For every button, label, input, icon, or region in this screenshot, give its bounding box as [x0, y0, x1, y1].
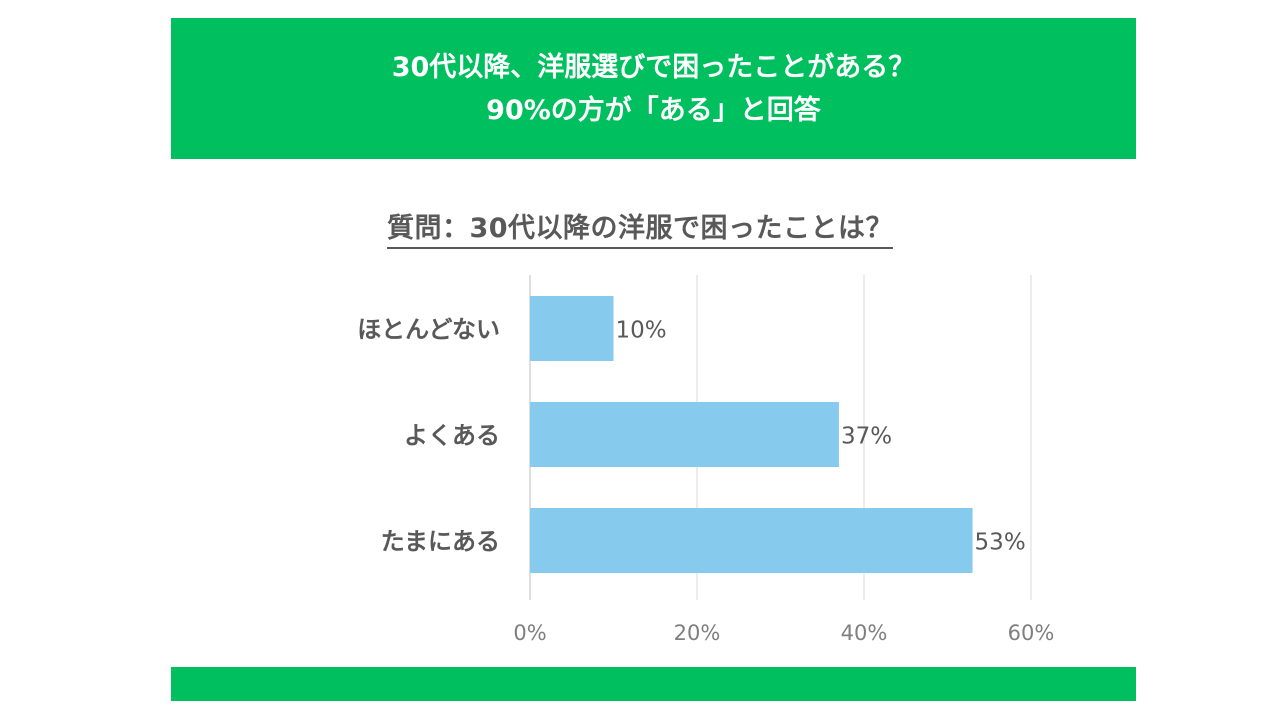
chart-title-wrap: 質問：30代以降の洋服で困ったことは？ — [0, 206, 1280, 249]
header-title-line2: 90%の方が「ある」と回答 — [486, 94, 821, 126]
value-label: 10% — [616, 318, 667, 344]
value-label: 37% — [841, 424, 892, 450]
category-label: よくある — [404, 422, 500, 450]
x-tick-label: 60% — [1008, 621, 1055, 645]
x-tick-label: 0% — [513, 621, 546, 645]
category-label: たまにある — [381, 528, 500, 556]
bar — [530, 296, 614, 361]
header-title-line1: 30代以降、洋服選びで困ったことがある？ — [391, 51, 916, 83]
bar — [530, 402, 839, 467]
chart-title: 質問：30代以降の洋服で困ったことは？ — [386, 206, 894, 249]
x-tick-label: 40% — [841, 621, 888, 645]
bar — [530, 508, 973, 573]
value-label: 53% — [975, 530, 1026, 556]
footer-bar — [171, 667, 1136, 701]
header-banner: 30代以降、洋服選びで困ったことがある？ 90%の方が「ある」と回答 — [171, 18, 1136, 159]
category-label: ほとんどない — [357, 316, 500, 344]
x-tick-label: 20% — [674, 621, 721, 645]
